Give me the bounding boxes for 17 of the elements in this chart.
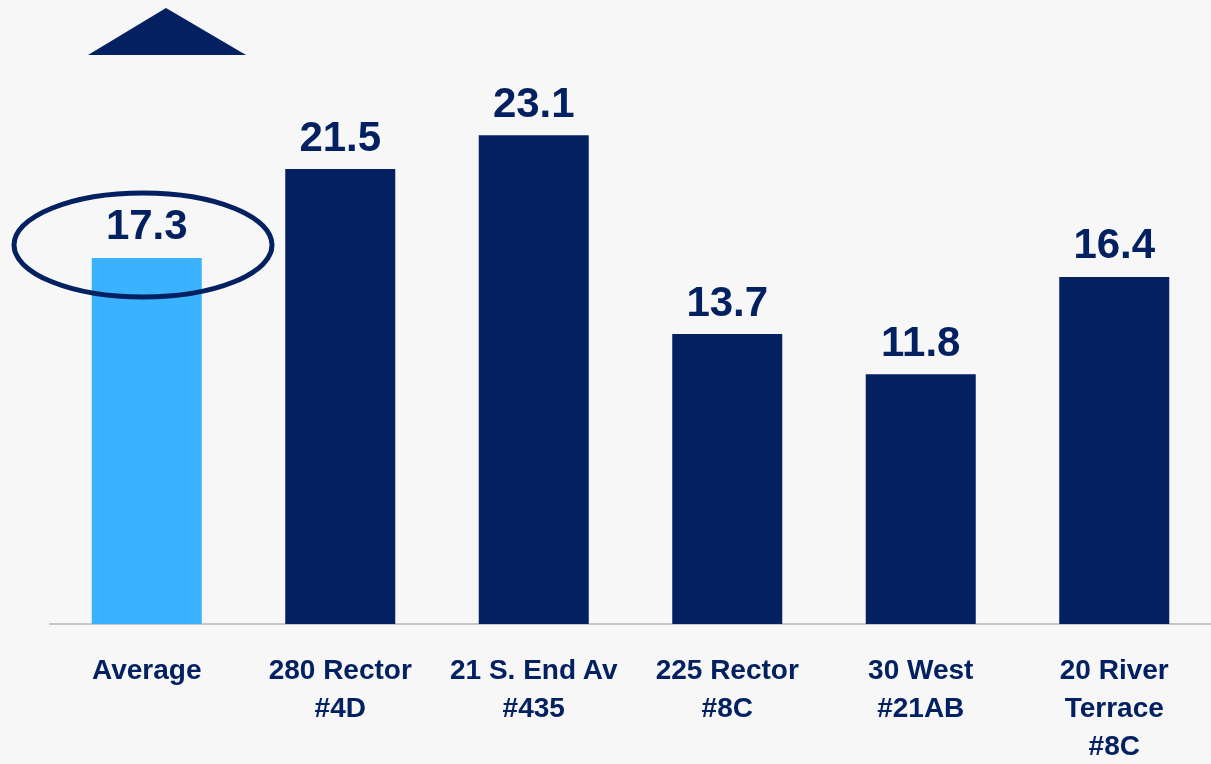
x-tick-label: 30 West #21AB [868,653,974,723]
bar [865,374,976,624]
x-tick-label: 280 Rector #4D [268,653,412,723]
data-label: 11.8 [881,317,961,365]
data-label: 21.5 [299,112,382,160]
bar [1059,276,1170,624]
x-tick-label: 20 River Terrace #8C [1059,653,1169,761]
bar [478,135,589,624]
x-tick-label: Average [92,653,202,685]
data-label: 13.7 [686,277,769,325]
data-label: 16.4 [1073,220,1156,268]
x-tick-label: 21 S. End Av #435 [449,653,618,723]
bar [672,334,783,624]
bar [285,169,396,624]
data-label: 23.1 [492,78,575,126]
data-label: 17.3 [105,201,188,249]
x-tick-label: 225 Rector #8C [655,653,799,723]
